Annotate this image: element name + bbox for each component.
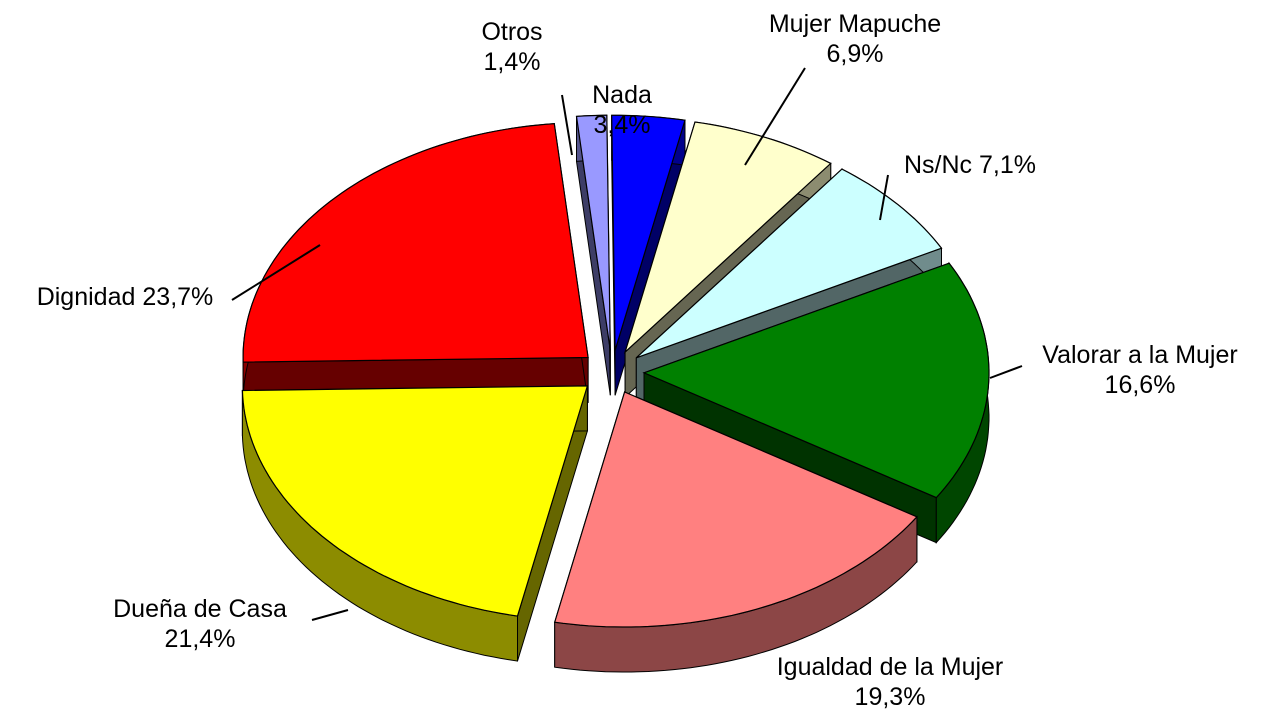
- slice-top: [642, 262, 990, 499]
- slice-top: [611, 114, 686, 351]
- label-name: Ns/Nc: [904, 151, 972, 179]
- leader-line: [561, 94, 573, 156]
- label-value: 1,4%: [484, 48, 541, 76]
- label-name: Otros: [481, 18, 542, 46]
- label-name: Dignidad: [37, 283, 136, 311]
- data-label: Igualdad de la Mujer 19,3%: [777, 653, 1004, 711]
- slice-top: [242, 123, 589, 363]
- label-value: 6,9%: [827, 40, 884, 68]
- data-label: Ns/Nc 7,1%: [904, 151, 1036, 179]
- data-label: Otros 1,4%: [481, 18, 542, 76]
- label-value: 7,1%: [979, 151, 1036, 179]
- leader-line: [744, 67, 806, 166]
- label-value: 19,3%: [855, 683, 926, 711]
- label-name: Valorar a la Mujer: [1042, 341, 1237, 369]
- leader-line: [311, 609, 349, 621]
- label-name: Mujer Mapuche: [769, 10, 941, 38]
- slice-top: [623, 121, 832, 355]
- label-value: 23,7%: [142, 283, 213, 311]
- leader-line: [879, 174, 889, 221]
- data-label: Dueña de Casa 21,4%: [113, 595, 287, 653]
- slice-top: [553, 391, 918, 628]
- data-label: Nada 3,4%: [592, 81, 652, 139]
- leader-line: [989, 365, 1023, 379]
- slice: [553, 391, 918, 673]
- label-name: Dueña de Casa: [113, 595, 287, 623]
- slice: [241, 385, 589, 662]
- slice-top: [241, 385, 589, 617]
- label-value: 3,4%: [594, 111, 651, 139]
- label-value: 16,6%: [1105, 371, 1176, 399]
- data-label: Dignidad 23,7%: [37, 283, 214, 311]
- slice: [242, 123, 589, 408]
- data-label: Mujer Mapuche 6,9%: [769, 10, 941, 68]
- label-value: 21,4%: [165, 625, 236, 653]
- label-name: Igualdad de la Mujer: [777, 653, 1004, 681]
- slice-top: [575, 114, 611, 351]
- label-name: Nada: [592, 81, 652, 109]
- data-label: Valorar a la Mujer 16,6%: [1042, 341, 1237, 399]
- slice-top: [635, 168, 943, 359]
- leader-line: [231, 244, 321, 301]
- slice: [575, 114, 611, 396]
